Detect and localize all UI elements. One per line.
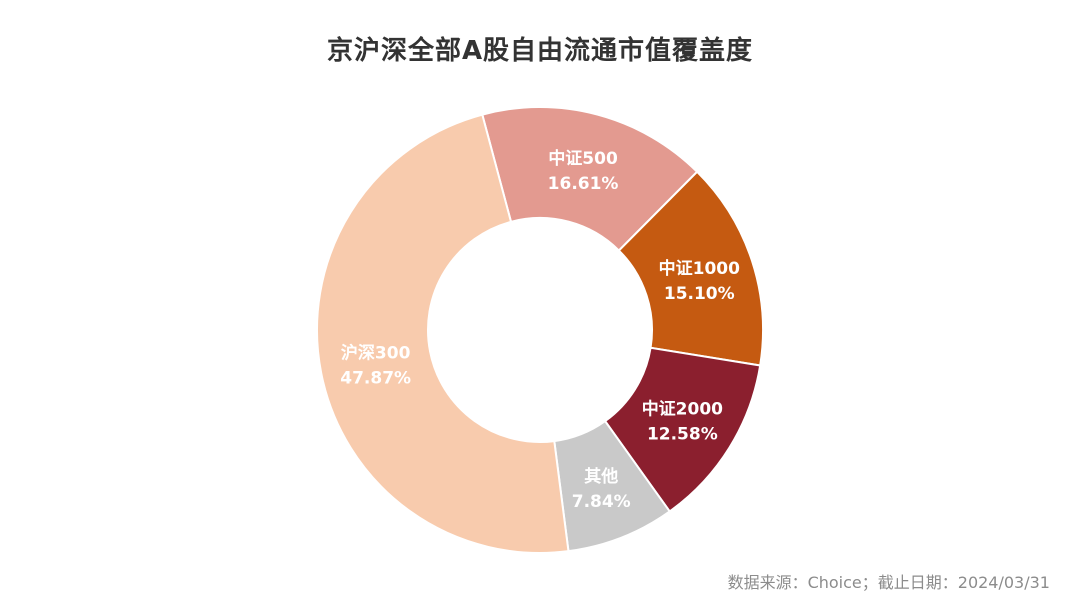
slice-value-0: 16.61% — [548, 174, 619, 194]
slice-value-4: 47.87% — [340, 368, 411, 388]
chart-title: 京沪深全部A股自由流通市值覆盖度 — [326, 36, 754, 66]
slice-label-0: 中证500 — [548, 148, 618, 169]
source-note: 数据来源：Choice；截止日期：2024/03/31 — [727, 573, 1050, 592]
slice-label-2: 中证2000 — [642, 398, 723, 419]
slice-label-3: 其他 — [584, 466, 618, 487]
slice-1 — [617, 170, 764, 367]
slice-label-1: 中证1000 — [659, 258, 740, 279]
slice-label-4: 沪深300 — [341, 342, 411, 363]
slice-value-3: 7.84% — [572, 492, 631, 512]
slice-value-2: 12.58% — [647, 424, 718, 444]
slice-4 — [316, 113, 570, 554]
slice-0 — [481, 106, 699, 252]
slice-value-1: 15.10% — [664, 284, 735, 304]
